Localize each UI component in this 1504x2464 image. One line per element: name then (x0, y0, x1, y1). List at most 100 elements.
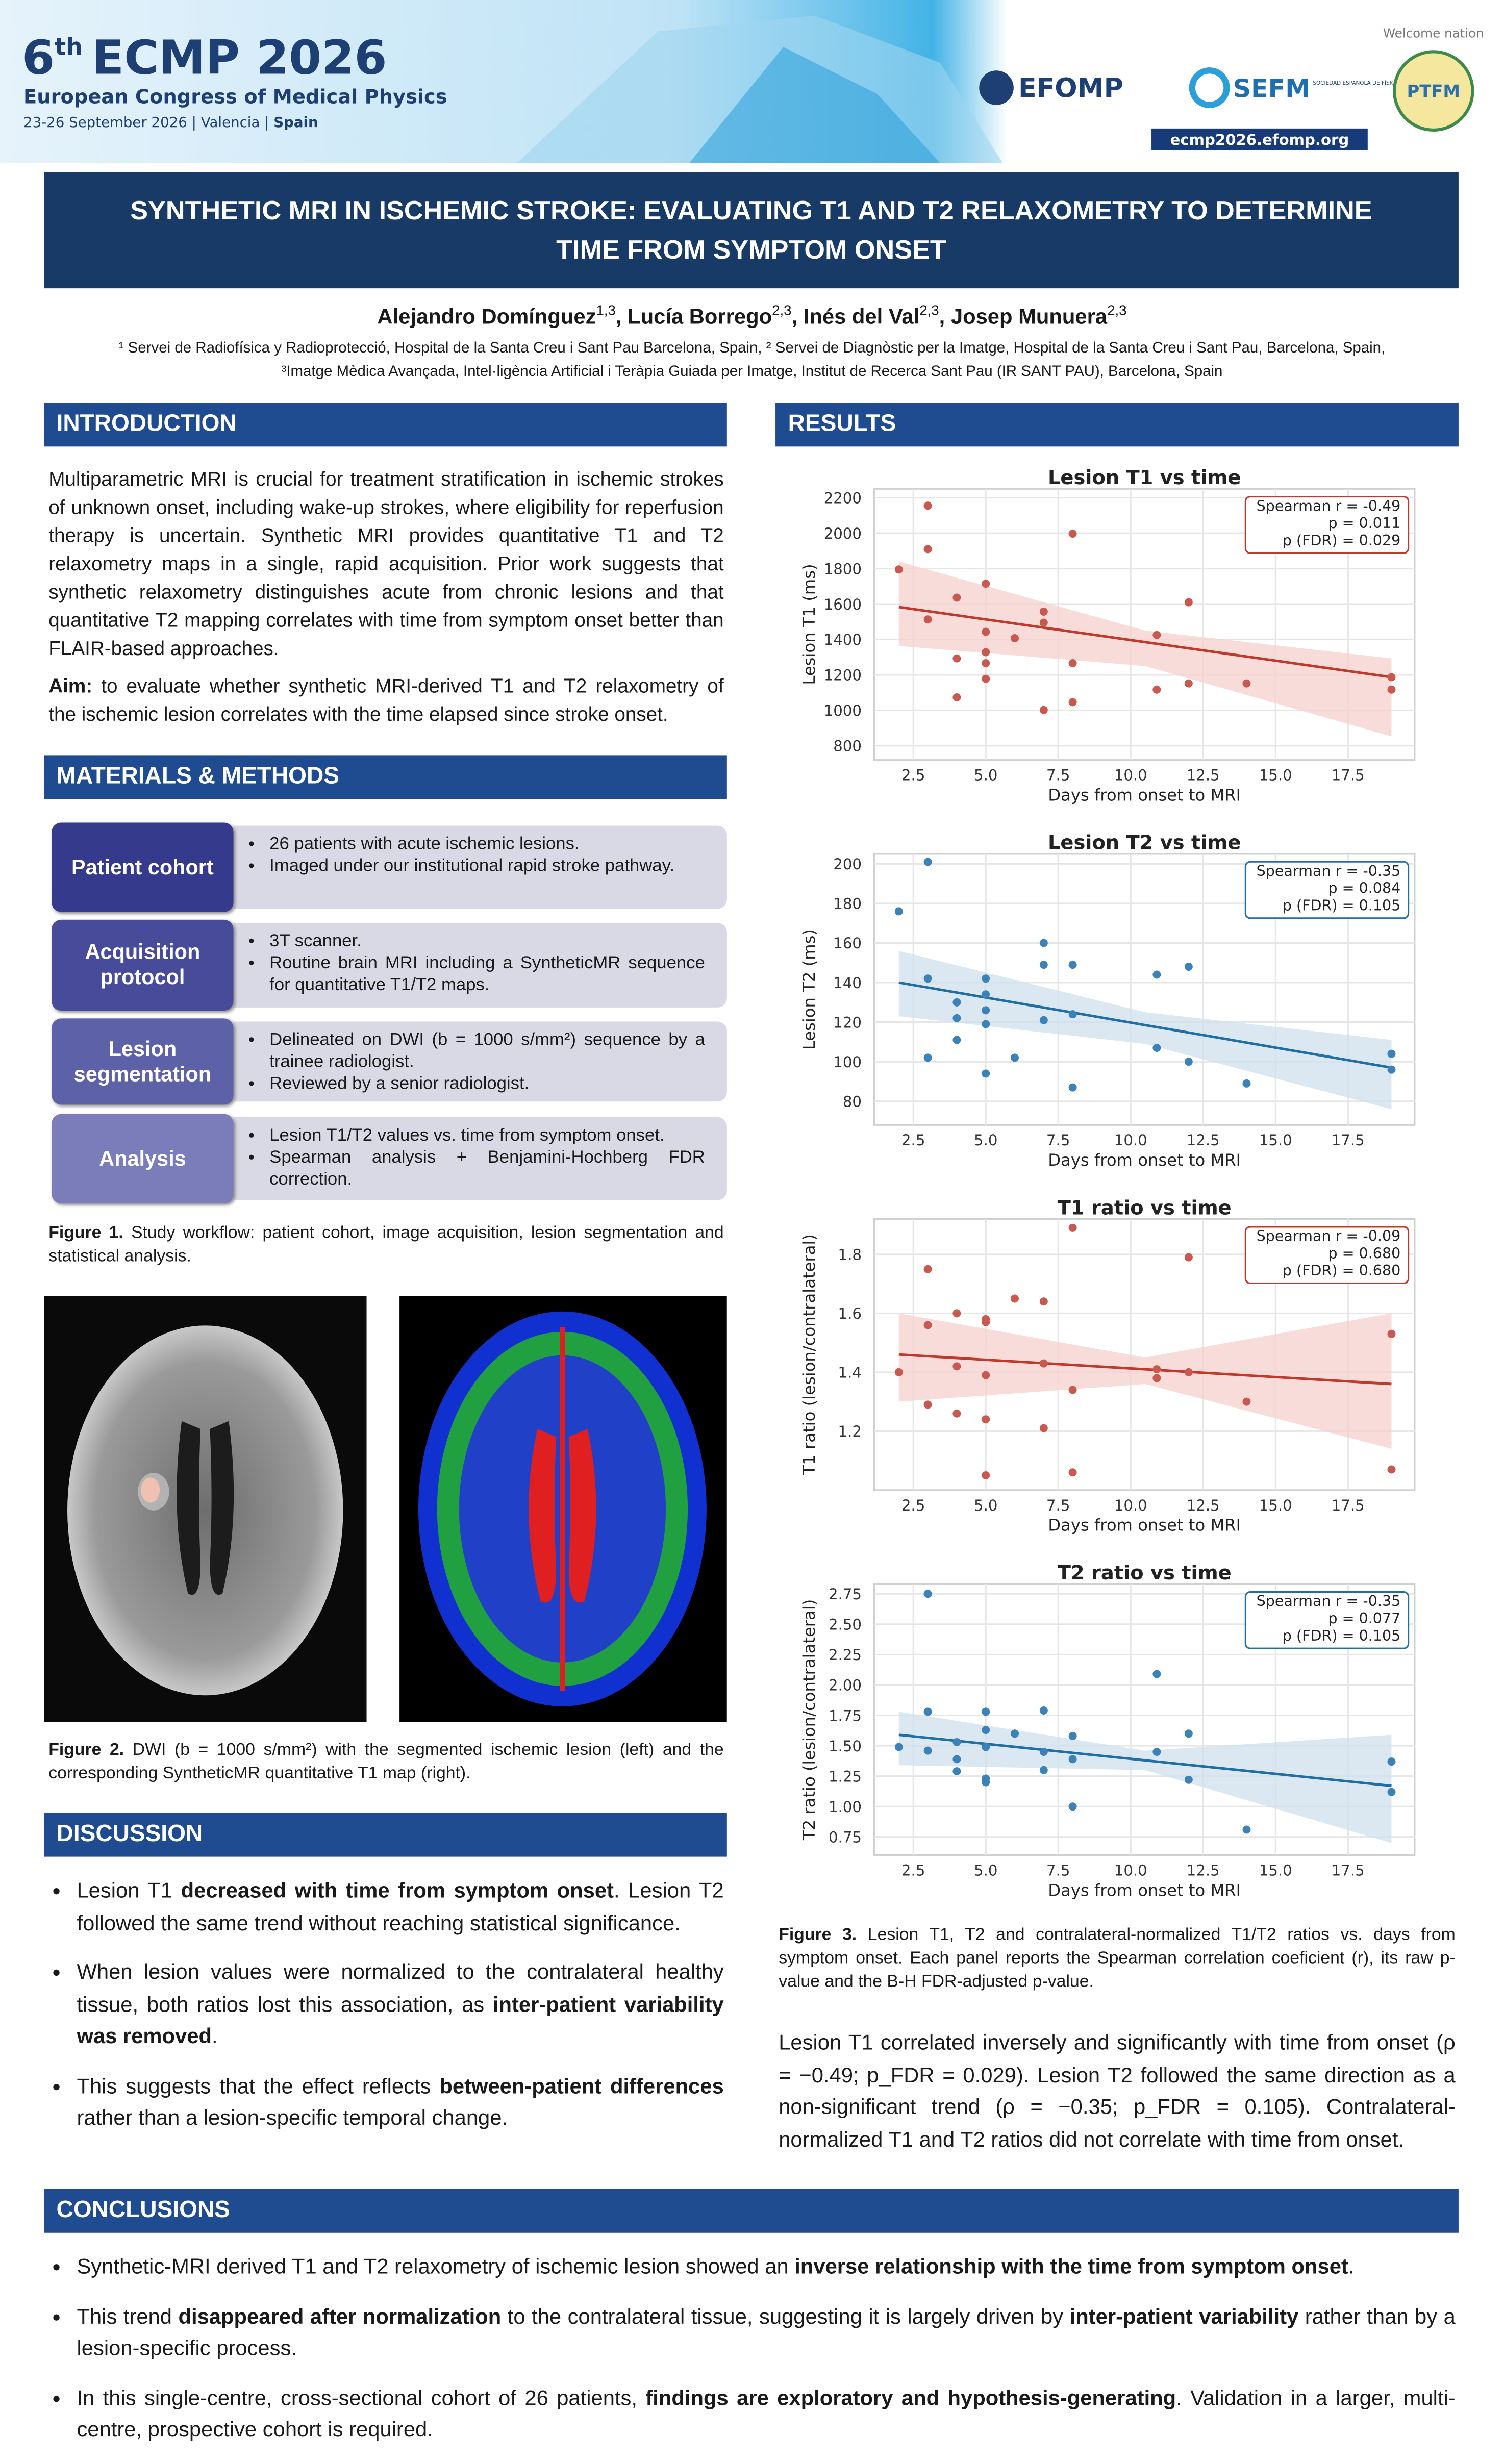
x-axis-label: Days from onset to MRI (1048, 1150, 1241, 1170)
chart: 2.5 5.0 7.5 10.0 12.5 15.0 17.5 800 1000 1200 1400… (799, 466, 1416, 804)
edition-suffix: th (55, 33, 83, 60)
data-point (1068, 1386, 1077, 1394)
data-point (952, 1014, 961, 1022)
x-tick-label: 12.5 (1187, 767, 1220, 784)
data-point (894, 1743, 903, 1751)
data-point (1039, 1359, 1048, 1368)
efomp-logo-mark (979, 70, 1014, 105)
bullet: Synthetic-MRI derived T1 and T2 relaxome… (77, 2252, 1455, 2284)
data-point (1152, 1748, 1161, 1756)
x-tick-label: 17.5 (1332, 1497, 1365, 1514)
y-axis-label: T2 ratio (lesion/contralateral) (799, 1599, 819, 1841)
data-point (1068, 530, 1077, 538)
annotation-line: Spearman r = -0.49 (1257, 497, 1401, 514)
trend-line (898, 1733, 1392, 1788)
y-tick-label: 2.50 (829, 1616, 862, 1633)
annotation-line: p (FDR) = 0.105 (1283, 896, 1400, 914)
text-run: This suggests that the effect reflects (77, 2073, 440, 2098)
data-point (982, 627, 990, 636)
x-tick-label: 5.0 (974, 1132, 997, 1149)
data-point (982, 1371, 990, 1379)
data-point (982, 1006, 990, 1015)
bullet: This suggests that the effect reflects b… (77, 2071, 723, 2135)
data-point (1387, 1465, 1396, 1474)
data-point (923, 974, 932, 983)
affiliation-line: ¹ Servei de Radiofísica y Radioprotecció… (118, 340, 1386, 358)
data-point (1039, 1748, 1048, 1756)
x-tick-label: 2.5 (901, 1862, 925, 1879)
y-tick-label: 100 (833, 1053, 862, 1071)
text-run: Lesion T1, T2 and contralateral-normaliz… (779, 1925, 1456, 1992)
data-point (923, 545, 932, 554)
x-tick-label: 12.5 (1187, 1132, 1220, 1149)
y-tick-label: 1000 (824, 702, 862, 719)
workflow-row: 3T scanner.Routine brain MRI including a… (52, 919, 727, 1011)
sefm-logo-mark (1189, 67, 1230, 108)
y-tick-label: 1.8 (838, 1246, 862, 1264)
chart: 2.5 5.0 7.5 10.0 12.5 15.0 17.5 80 100 120 140 160 1… (799, 832, 1416, 1170)
annotation-line: Spearman r = -0.35 (1257, 1592, 1401, 1610)
figure-caption: Figure 1. Study workflow: patient cohort… (48, 1222, 724, 1269)
x-tick-label: 5.0 (974, 1497, 997, 1514)
x-axis-label: Days from onset to MRI (1048, 1880, 1241, 1900)
data-point (952, 1036, 961, 1044)
workflow-details: 26 patients with acute ischemic lesions.… (233, 825, 727, 909)
data-point (1184, 598, 1193, 607)
section-heading: MATERIALS & METHODS (43, 755, 727, 799)
text-run: rather than by a lesion-specific process… (77, 2304, 1456, 2360)
welcome-nation: Welcome nation (1383, 26, 1484, 41)
data-point (1387, 1757, 1396, 1766)
bullet: Lesion T1/T2 values vs. time from sympto… (269, 1125, 705, 1147)
author-name: Lucía Borrego (628, 305, 772, 329)
y-tick-label: 120 (833, 1014, 862, 1031)
x-tick-label: 15.0 (1259, 1497, 1292, 1514)
y-tick-label: 1200 (824, 667, 862, 684)
data-point (923, 1053, 932, 1062)
annotation-line: p = 0.011 (1328, 514, 1400, 532)
data-point (952, 654, 961, 663)
dwi-image (43, 1296, 367, 1722)
ventricles (177, 1421, 234, 1595)
data-point (952, 1738, 961, 1746)
data-point (952, 998, 961, 1007)
data-point (1242, 679, 1251, 688)
ptfm-logo: PTFM (1407, 81, 1460, 101)
y-tick-label: 2.25 (829, 1646, 862, 1664)
data-point (1184, 1058, 1193, 1066)
workflow-details: Lesion T1/T2 values vs. time from sympto… (233, 1117, 727, 1200)
x-tick-label: 2.5 (901, 1497, 925, 1514)
author-affiliation: 2,3 (919, 302, 939, 318)
y-tick-label: 1.50 (829, 1738, 862, 1755)
data-point (894, 907, 903, 916)
figure-caption: Figure 3. Lesion T1, T2 and contralatera… (779, 1924, 1456, 1995)
annotation-line: p = 0.077 (1328, 1610, 1400, 1627)
confidence-band (898, 950, 1392, 1110)
x-tick-label: 17.5 (1332, 1132, 1365, 1149)
author-separator: , (791, 305, 798, 329)
data-point (1152, 631, 1161, 639)
data-point (1242, 1397, 1251, 1406)
results-text: Lesion T1 correlated inversely and signi… (779, 2030, 1456, 2151)
data-point (1039, 706, 1048, 714)
data-point (923, 1321, 932, 1329)
data-point (982, 580, 990, 588)
efomp-logo: EFOMP (1018, 73, 1123, 104)
title: SYNTHETIC MRI IN ISCHEMIC STROKE: EVALUA… (43, 172, 1459, 289)
workflow-row: Delineated on DWI (b = 1000 s/mm²) seque… (52, 1018, 727, 1105)
data-point (982, 1726, 990, 1734)
data-point (1039, 1016, 1048, 1024)
figure-caption: Figure 2. DWI (b = 1000 s/mm²) with the … (48, 1739, 724, 1786)
data-point (982, 1743, 990, 1751)
conclusions-list: Synthetic-MRI derived T1 and T2 relaxome… (48, 2252, 1455, 2464)
bullet: Lesion T1 decreased with time from sympt… (77, 1875, 723, 1940)
data-point (982, 648, 990, 657)
data-point (952, 1755, 961, 1764)
data-point (1152, 1365, 1161, 1374)
data-point (1011, 634, 1019, 643)
bullet: This trend disappeared after normalizati… (77, 2301, 1455, 2365)
workflow-details: Delineated on DWI (b = 1000 s/mm²) seque… (233, 1021, 727, 1102)
data-point (1242, 1079, 1251, 1088)
annotation-box (1244, 1226, 1410, 1285)
text-run: Lesion T1 (77, 1878, 181, 1902)
